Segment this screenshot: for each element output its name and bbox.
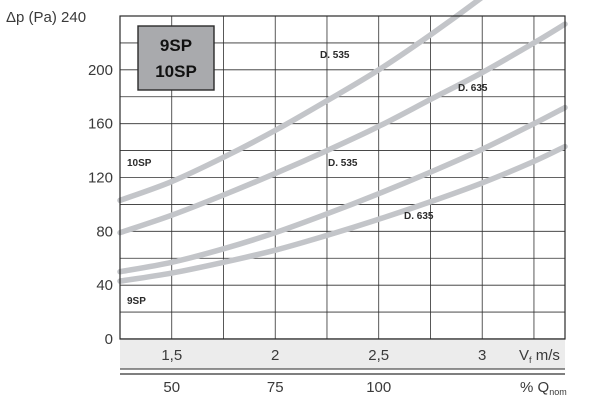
x2-tick-label: 100 bbox=[366, 379, 391, 396]
series-line-9sp-d635 bbox=[117, 143, 568, 284]
x-tick-label: 1,5 bbox=[161, 347, 182, 364]
group-label-9sp: 9SP bbox=[127, 296, 146, 307]
x2-tick-label: 75 bbox=[267, 379, 284, 396]
series-label-10sp-d535: D. 535 bbox=[320, 50, 350, 61]
series-label-10sp-d635: D. 635 bbox=[458, 83, 488, 94]
series-line-9sp-d535 bbox=[117, 104, 568, 275]
y-tick-label: 40 bbox=[96, 277, 113, 294]
series-line-10sp-d535 bbox=[117, 0, 484, 204]
y-tick-label: 200 bbox=[88, 62, 113, 79]
y-tick-label: 80 bbox=[96, 223, 113, 240]
x2-axis-title-sub: nom bbox=[549, 387, 567, 397]
x-tick-label: 2 bbox=[271, 347, 279, 364]
y-tick-label: 0 bbox=[105, 331, 113, 348]
x-tick-label: 3 bbox=[478, 347, 486, 364]
legend-box-background bbox=[137, 25, 215, 91]
x-axis-title-main: V bbox=[519, 347, 529, 364]
x-axis-title: Vf m/s bbox=[519, 347, 560, 365]
x-tick-label: 2,5 bbox=[368, 347, 389, 364]
x-axis-band bbox=[120, 338, 565, 375]
legend-box-line-2: 10SP bbox=[155, 62, 197, 81]
x2-tick-labels: 50 75 100 bbox=[163, 379, 391, 396]
x2-axis-title-main: % Q bbox=[520, 379, 549, 396]
x-axis-title-sub: f bbox=[529, 355, 532, 365]
x-axis-title-unit: m/s bbox=[532, 347, 560, 364]
group-label-10sp: 10SP bbox=[127, 158, 152, 169]
y-tick-labels: 0 40 80 120 160 200 bbox=[88, 62, 113, 348]
curves bbox=[117, 0, 568, 284]
y-axis-title: Δp (Pa) 240 bbox=[6, 9, 86, 26]
legend-box-line-1: 9SP bbox=[160, 36, 192, 55]
legend-box: 9SP 10SP bbox=[137, 25, 215, 91]
series-label-9sp-d635: D. 635 bbox=[404, 211, 434, 222]
series-label-9sp-d535: D. 535 bbox=[328, 158, 358, 169]
series-line-10sp-d635 bbox=[117, 21, 568, 236]
x-tick-labels: 1,5 2 2,5 3 bbox=[161, 347, 486, 364]
y-tick-label: 120 bbox=[88, 170, 113, 187]
x-axis-band-background bbox=[120, 339, 565, 369]
y-tick-label: 160 bbox=[88, 116, 113, 133]
x2-axis-title: % Qnom bbox=[520, 379, 567, 397]
x2-tick-label: 50 bbox=[163, 379, 180, 396]
